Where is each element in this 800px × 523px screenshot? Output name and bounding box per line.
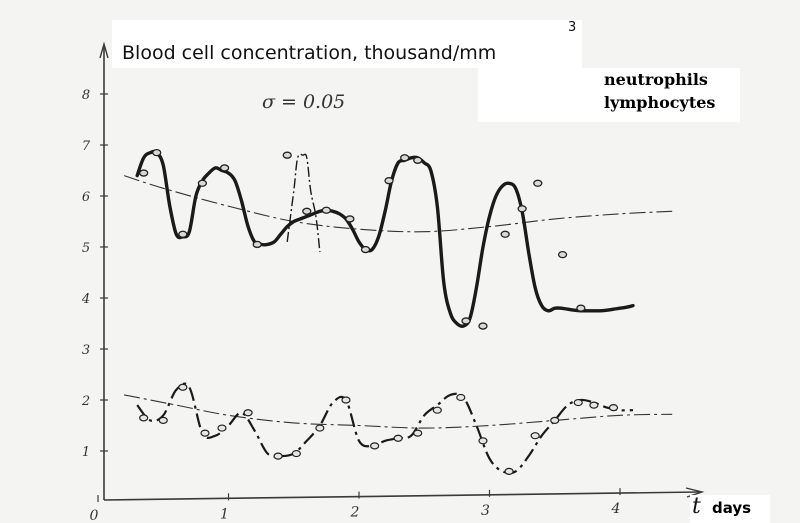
title-background [112,20,582,68]
data-point-neutrophils [533,179,543,187]
title-unit-superscript: 3 [568,20,577,35]
data-point-lymphocytes [456,393,466,402]
data-point-neutrophils [461,317,471,325]
data-point-neutrophils [252,240,262,249]
data-point-neutrophils [345,215,355,223]
data-point-lymphocytes [291,449,301,458]
data-point-neutrophils [178,230,188,238]
x-axis-line [103,491,701,501]
axes [99,41,705,501]
data-point-neutrophils [219,164,230,172]
data-point-lymphocytes [432,406,442,414]
chart-title: Blood cell concentration, thousand/mm [122,42,497,64]
data-point-neutrophils [282,151,292,159]
y-axis-arrow-icon [99,41,109,59]
data-point-lymphocytes [178,383,188,391]
y-tick-label: 7 [82,139,91,154]
series-line-lymphocytes [136,382,634,475]
trend-line-lymphocytes [123,394,673,429]
legend-label-lymphocytes: lymphocytes [604,93,716,112]
data-point-lymphocytes [608,404,619,412]
y-tick-label: 3 [82,343,90,358]
data-point-neutrophils [557,250,568,259]
data-point-lymphocytes [573,398,583,407]
trend-lines [123,175,673,429]
legend-label-neutrophils: neutrophils [604,70,708,89]
x-tick-label: 1 [220,506,229,522]
data-point-lymphocytes [158,416,168,424]
data-point-neutrophils [576,304,586,312]
data-point-lymphocytes [478,437,488,445]
data-point-neutrophils [384,177,394,185]
x-axis-symbol: t [692,494,701,519]
data-point-neutrophils [321,206,332,214]
data-point-lymphocytes [273,452,283,460]
series-line-neutrophils [135,149,635,328]
data-point-neutrophils [152,148,162,157]
data-point-lymphocytes [504,467,514,475]
data-point-lymphocytes [139,414,149,422]
y-ticks: 1 2 3 4 5 6 7 8 [81,88,108,460]
trend-line-neutrophils [123,175,673,233]
x-tick-label: 4 [611,501,621,517]
data-point-lymphocytes [243,409,253,417]
x-axis-label: days [712,499,752,517]
y-tick-label: 4 [81,292,90,307]
data-point-lymphocytes [217,424,227,432]
data-point-lymphocytes [413,429,423,437]
data-point-lymphocytes [200,429,210,437]
y-tick-label: 2 [81,394,90,409]
data-point-lymphocytes [530,432,540,440]
data-point-neutrophils [360,245,371,254]
sigma-annotation: σ = 0.05 [262,91,345,113]
legend-background [478,68,740,122]
data-point-neutrophils [302,207,312,215]
data-point-lymphocytes [341,396,351,404]
data-curves [135,149,635,475]
data-point-neutrophils [500,230,510,238]
y-tick-label: 5 [82,241,90,256]
y-tick-label: 6 [82,190,90,205]
x-tick-label: 2 [350,505,360,521]
data-point-lymphocytes [393,434,403,442]
data-point-lymphocytes [370,442,380,450]
data-point-neutrophils [139,169,149,177]
x-ticks: 0 1 2 3 4 [90,488,621,523]
data-point-neutrophils [197,179,208,187]
data-markers [139,148,619,475]
data-point-lymphocytes [550,416,560,424]
data-point-neutrophils [517,205,527,213]
y-tick-label: 1 [82,445,90,460]
y-tick-label: 8 [82,88,90,103]
x-tick-label: 0 [90,508,99,523]
data-point-lymphocytes [589,401,599,409]
x-tick-label: 3 [481,503,490,519]
series-spike-neutrophils [286,153,321,253]
x-label-background [690,495,770,523]
data-point-lymphocytes [315,424,325,432]
data-point-neutrophils [478,322,488,330]
data-point-neutrophils [413,156,423,164]
data-point-neutrophils [400,154,410,162]
